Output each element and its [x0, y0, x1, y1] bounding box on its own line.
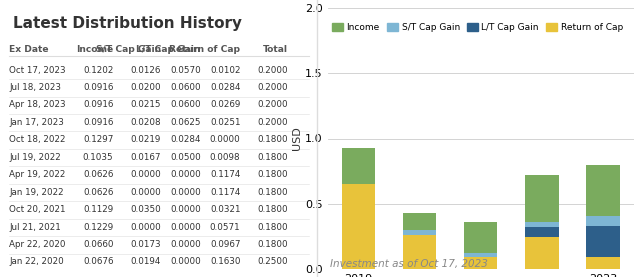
Text: 0.0676: 0.0676 — [83, 258, 113, 266]
Text: 0.0500: 0.0500 — [170, 153, 201, 162]
Text: Oct 20, 2021: Oct 20, 2021 — [10, 205, 66, 214]
Text: 0.2000: 0.2000 — [257, 66, 288, 75]
Text: Apr 18, 2023: Apr 18, 2023 — [10, 101, 66, 109]
Text: Income: Income — [76, 45, 113, 54]
Text: 0.0173: 0.0173 — [131, 240, 161, 249]
Bar — [403, 230, 436, 235]
Text: Ex Date: Ex Date — [10, 45, 49, 54]
Text: Investment as of Oct 17, 2023: Investment as of Oct 17, 2023 — [330, 259, 488, 269]
Text: Oct 18, 2022: Oct 18, 2022 — [10, 135, 66, 144]
Bar — [525, 222, 559, 227]
Bar — [525, 227, 559, 237]
Text: 0.0000: 0.0000 — [170, 240, 201, 249]
Text: 0.0208: 0.0208 — [131, 118, 161, 127]
Text: 0.2000: 0.2000 — [257, 101, 288, 109]
Text: 0.0000: 0.0000 — [130, 170, 161, 179]
Text: Annual Distribution: Annual Distribution — [328, 0, 495, 3]
Bar — [464, 257, 497, 269]
Text: 0.1800: 0.1800 — [257, 153, 288, 162]
Text: 0.0600: 0.0600 — [170, 83, 201, 92]
Text: 0.1174: 0.1174 — [210, 188, 241, 197]
Text: 0.0215: 0.0215 — [131, 101, 161, 109]
Bar — [525, 237, 559, 269]
Text: 0.2000: 0.2000 — [257, 118, 288, 127]
Bar — [342, 148, 375, 184]
Bar — [464, 253, 497, 257]
Text: 0.0251: 0.0251 — [210, 118, 241, 127]
Text: 0.0194: 0.0194 — [131, 258, 161, 266]
Text: 0.0916: 0.0916 — [83, 118, 113, 127]
Text: S/T Cap Gain: S/T Cap Gain — [96, 45, 161, 54]
Text: 0.0000: 0.0000 — [170, 223, 201, 232]
Text: Jul 19, 2022: Jul 19, 2022 — [10, 153, 61, 162]
Text: 0.0269: 0.0269 — [210, 101, 241, 109]
Text: 0.0000: 0.0000 — [130, 223, 161, 232]
Text: 0.1800: 0.1800 — [257, 170, 288, 179]
Text: 0.1297: 0.1297 — [83, 135, 113, 144]
Text: 0.0571: 0.0571 — [210, 223, 241, 232]
Text: Latest Distribution History: Latest Distribution History — [13, 16, 241, 31]
Bar — [464, 222, 497, 253]
Text: 0.0000: 0.0000 — [170, 258, 201, 266]
Bar — [403, 213, 436, 230]
Text: Jul 18, 2023: Jul 18, 2023 — [10, 83, 61, 92]
Text: 0.0098: 0.0098 — [210, 153, 241, 162]
Text: Oct 17, 2023: Oct 17, 2023 — [10, 66, 66, 75]
Bar — [403, 235, 436, 269]
Text: 0.0350: 0.0350 — [130, 205, 161, 214]
Text: 0.0570: 0.0570 — [170, 66, 201, 75]
Text: Jan 17, 2023: Jan 17, 2023 — [10, 118, 65, 127]
Text: L/T Cap Gain: L/T Cap Gain — [136, 45, 201, 54]
Text: Jul 21, 2021: Jul 21, 2021 — [10, 223, 61, 232]
Text: 0.0625: 0.0625 — [170, 118, 201, 127]
Text: 0.0000: 0.0000 — [170, 188, 201, 197]
Text: 0.0126: 0.0126 — [131, 66, 161, 75]
Text: 0.0284: 0.0284 — [210, 83, 241, 92]
Text: 0.0916: 0.0916 — [83, 83, 113, 92]
Text: Apr 19, 2022: Apr 19, 2022 — [10, 170, 66, 179]
Bar — [586, 257, 620, 269]
Text: 0.1202: 0.1202 — [83, 66, 113, 75]
Text: 0.0967: 0.0967 — [210, 240, 241, 249]
Text: 0.0200: 0.0200 — [131, 83, 161, 92]
Text: 0.0600: 0.0600 — [170, 101, 201, 109]
Text: 0.2500: 0.2500 — [257, 258, 288, 266]
Text: 0.0167: 0.0167 — [131, 153, 161, 162]
Text: 0.0626: 0.0626 — [83, 188, 113, 197]
Text: Total: Total — [263, 45, 288, 54]
Text: 0.1800: 0.1800 — [257, 205, 288, 214]
Text: 0.1229: 0.1229 — [83, 223, 113, 232]
Text: 0.1800: 0.1800 — [257, 188, 288, 197]
Text: 0.1035: 0.1035 — [83, 153, 113, 162]
Text: 0.0000: 0.0000 — [170, 170, 201, 179]
Text: 0.0000: 0.0000 — [130, 188, 161, 197]
Bar — [586, 165, 620, 216]
Text: 0.0626: 0.0626 — [83, 170, 113, 179]
Text: 0.0102: 0.0102 — [210, 66, 241, 75]
Text: 0.1800: 0.1800 — [257, 135, 288, 144]
Text: 0.1174: 0.1174 — [210, 170, 241, 179]
Bar — [586, 216, 620, 226]
Text: 0.1800: 0.1800 — [257, 240, 288, 249]
Bar — [525, 175, 559, 222]
Bar — [342, 184, 375, 269]
Text: 0.1800: 0.1800 — [257, 223, 288, 232]
Text: Return of Cap: Return of Cap — [170, 45, 241, 54]
Text: Jan 22, 2020: Jan 22, 2020 — [10, 258, 64, 266]
Text: Apr 22, 2020: Apr 22, 2020 — [10, 240, 66, 249]
Legend: Income, S/T Cap Gain, L/T Cap Gain, Return of Cap: Income, S/T Cap Gain, L/T Cap Gain, Retu… — [332, 23, 623, 32]
Text: 0.0660: 0.0660 — [83, 240, 113, 249]
Text: 0.0219: 0.0219 — [131, 135, 161, 144]
Text: 0.0916: 0.0916 — [83, 101, 113, 109]
Text: 0.0284: 0.0284 — [170, 135, 201, 144]
Text: 0.0321: 0.0321 — [210, 205, 241, 214]
Text: 0.2000: 0.2000 — [257, 83, 288, 92]
Text: 0.0000: 0.0000 — [170, 205, 201, 214]
Bar — [586, 226, 620, 257]
Text: 0.1129: 0.1129 — [83, 205, 113, 214]
Text: 0.1630: 0.1630 — [210, 258, 241, 266]
Text: 0.0000: 0.0000 — [210, 135, 241, 144]
Text: Jan 19, 2022: Jan 19, 2022 — [10, 188, 64, 197]
Y-axis label: USD: USD — [292, 127, 302, 150]
